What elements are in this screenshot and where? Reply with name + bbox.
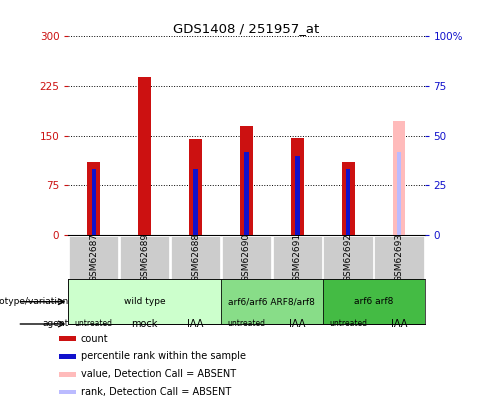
Text: IAA: IAA (289, 319, 305, 329)
FancyBboxPatch shape (324, 236, 373, 279)
FancyBboxPatch shape (171, 236, 220, 279)
Text: GSM62687: GSM62687 (89, 232, 98, 282)
Text: GSM62688: GSM62688 (191, 232, 200, 282)
Bar (342, 162, 355, 235)
Text: arf6/arf6 ARF8/arf8: arf6/arf6 ARF8/arf8 (228, 297, 315, 306)
Bar (393, 121, 406, 235)
Bar (59, 336, 76, 341)
Text: untreated: untreated (329, 320, 367, 328)
Text: percentile rank within the sample: percentile rank within the sample (81, 352, 245, 361)
Bar (87, 162, 100, 235)
Bar (346, 169, 350, 235)
Text: GSM62689: GSM62689 (140, 232, 149, 282)
Text: rank, Detection Call = ABSENT: rank, Detection Call = ABSENT (81, 387, 231, 397)
Text: mock: mock (131, 319, 158, 329)
Bar (397, 151, 401, 235)
Bar (240, 126, 253, 235)
FancyBboxPatch shape (273, 236, 322, 279)
FancyBboxPatch shape (374, 236, 424, 279)
Text: GSM62692: GSM62692 (344, 233, 353, 281)
FancyBboxPatch shape (222, 236, 271, 279)
Bar (68, 279, 221, 324)
Text: untreated: untreated (75, 320, 113, 328)
Text: GSM62693: GSM62693 (395, 232, 404, 282)
Text: wild type: wild type (124, 297, 165, 306)
Title: GDS1408 / 251957_at: GDS1408 / 251957_at (173, 22, 320, 35)
Bar (189, 139, 202, 235)
FancyBboxPatch shape (120, 236, 169, 279)
FancyBboxPatch shape (69, 236, 119, 279)
Text: GSM62690: GSM62690 (242, 232, 251, 282)
Bar (193, 169, 198, 235)
Text: value, Detection Call = ABSENT: value, Detection Call = ABSENT (81, 369, 236, 379)
Bar (295, 156, 300, 235)
Bar (92, 169, 96, 235)
Bar (138, 77, 151, 235)
Text: count: count (81, 334, 108, 343)
Text: untreated: untreated (227, 320, 265, 328)
Bar (244, 151, 249, 235)
Text: IAA: IAA (187, 319, 203, 329)
Bar (323, 279, 425, 324)
Bar (59, 372, 76, 377)
Text: genotype/variation: genotype/variation (0, 297, 68, 306)
Text: GSM62691: GSM62691 (293, 232, 302, 282)
Bar (291, 138, 304, 235)
Text: agent: agent (42, 320, 68, 328)
Text: arf6 arf8: arf6 arf8 (354, 297, 393, 306)
Text: IAA: IAA (391, 319, 407, 329)
Bar (221, 279, 323, 324)
Bar (59, 354, 76, 359)
Bar (59, 390, 76, 394)
